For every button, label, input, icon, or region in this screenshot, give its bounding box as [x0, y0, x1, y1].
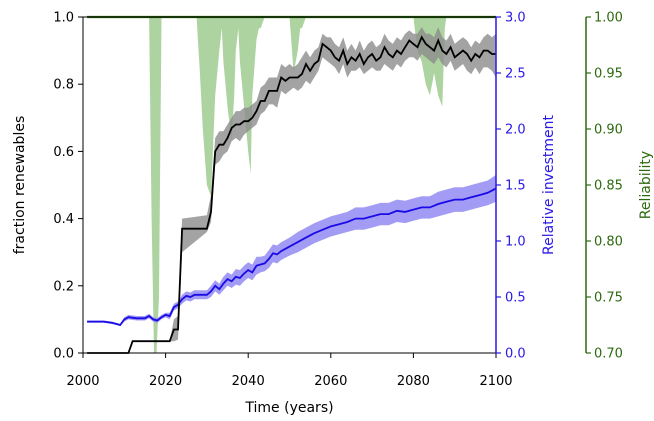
renewables-line: [87, 35, 496, 354]
y-tick-label: 0.4: [53, 212, 74, 227]
reliability-tick-label: 1.00: [594, 11, 623, 26]
x-tick-label: 2020: [149, 374, 182, 389]
y-tick-label: 0.2: [53, 279, 74, 294]
y-tick-label: 0.6: [53, 145, 74, 160]
reliability-tick-label: 0.80: [594, 235, 623, 250]
reliability-tick-label: 0.70: [594, 347, 623, 362]
investment-axis-label: Relative investment: [541, 115, 557, 255]
x-tick-label: 2040: [232, 374, 265, 389]
reliability-tick-label: 0.75: [594, 291, 623, 306]
investment-tick-label: 2.0: [505, 123, 526, 138]
investment-tick-label: 3.0: [505, 11, 526, 26]
x-axis-label: Time (years): [244, 400, 333, 416]
x-tick-label: 2100: [479, 374, 512, 389]
investment-tick-label: 2.5: [505, 67, 526, 82]
x-tick-label: 2000: [66, 374, 99, 389]
investment-tick-label: 0.5: [505, 291, 526, 306]
reliability-tick-label: 0.95: [594, 67, 623, 82]
x-tick-label: 2060: [314, 374, 347, 389]
renewables-band: [87, 27, 496, 353]
reliability-axis-label: Reliability: [638, 151, 654, 219]
reliability-tick-label: 0.90: [594, 123, 623, 138]
y-tick-label: 0.0: [53, 347, 74, 362]
investment-tick-label: 0.0: [505, 347, 526, 362]
y-axis-label: fraction renewables: [12, 116, 28, 255]
y-tick-label: 1.0: [53, 11, 74, 26]
reliability-tick-label: 0.85: [594, 179, 623, 194]
x-tick-label: 2080: [397, 374, 430, 389]
investment-line: [87, 187, 497, 327]
investment-tick-label: 1.5: [505, 179, 526, 194]
investment-band: [87, 174, 496, 327]
y-tick-label: 0.8: [53, 78, 74, 93]
investment-tick-label: 1.0: [505, 235, 526, 250]
